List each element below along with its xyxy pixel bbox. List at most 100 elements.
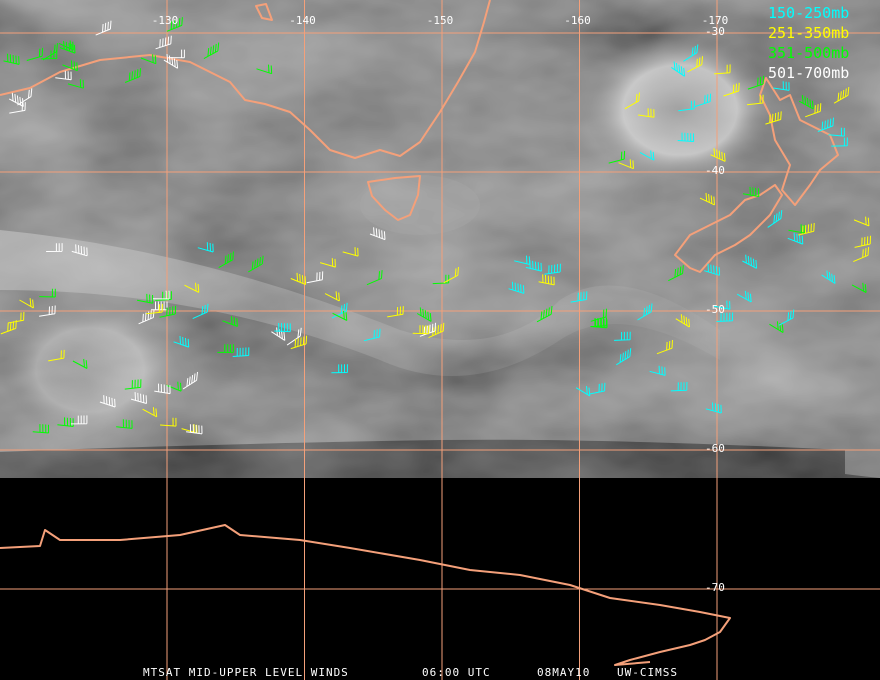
wind-barb [536, 305, 553, 323]
wind-barb [798, 95, 814, 110]
australia-coast [0, 0, 491, 159]
wind-barb [342, 247, 359, 257]
latitude-label: -30 [705, 25, 725, 38]
wind-barb [694, 93, 712, 108]
wind-barb [705, 402, 722, 414]
wind-barb [614, 331, 631, 341]
wind-barb [166, 17, 183, 32]
wind-barb [32, 424, 50, 434]
wind-barb [699, 192, 715, 206]
longitude-label: -140 [289, 14, 316, 27]
wind-barb [608, 150, 626, 164]
wind-barb [736, 290, 752, 303]
wind-barb [324, 291, 340, 302]
wind-barb [369, 227, 386, 241]
wind-barb [7, 311, 25, 324]
wind-barb [168, 49, 185, 59]
wind-barb [787, 232, 804, 245]
wind-barb [17, 88, 33, 106]
wind-barb [678, 100, 695, 112]
wind-barb [716, 312, 734, 322]
footer-text: 06:00 UTC [422, 666, 491, 679]
wind-barb [182, 371, 198, 390]
wind-barb [723, 82, 740, 97]
wind-barb [186, 424, 203, 435]
wind-barb [290, 335, 308, 350]
wind-barb [124, 379, 142, 390]
wind-barb [668, 265, 684, 282]
island-coast [255, 3, 273, 21]
wind-barb [3, 53, 20, 65]
wind-barb [152, 290, 170, 300]
wind-barb [851, 282, 867, 293]
wind-barb [746, 94, 764, 106]
wind-barb [618, 159, 634, 170]
wind-barb [773, 81, 790, 91]
wind-barb [173, 335, 190, 348]
wind-barb [146, 303, 163, 315]
wind-barb [590, 318, 608, 329]
wind-barb [525, 260, 542, 272]
wind-barb [70, 415, 88, 425]
wind-barb [203, 42, 220, 60]
wind-barb [184, 282, 200, 293]
wind-barb [59, 40, 76, 54]
wind-barb [765, 111, 782, 125]
wind-barb [160, 417, 177, 427]
wind-barb [57, 417, 74, 427]
wind-barb [508, 281, 525, 294]
wind-barb [62, 60, 78, 72]
wind-barb [767, 210, 783, 228]
antarctica-coast [0, 524, 731, 666]
wind-barb [217, 344, 234, 353]
wind-barb [677, 132, 695, 142]
wind-barb [331, 302, 348, 319]
wind-barb [9, 102, 26, 114]
wind-barb [538, 274, 555, 286]
wind-barb [155, 35, 172, 50]
wind-barb [828, 127, 845, 137]
wind-barb [714, 300, 731, 310]
wind-barb [387, 306, 404, 318]
wind-barb [290, 272, 307, 285]
legend-entry: 501-700mb [768, 64, 849, 82]
wind-barb [817, 117, 834, 132]
wind-barb [232, 347, 250, 357]
wind-barb [39, 305, 56, 317]
wind-barbs [0, 17, 871, 435]
wind-barb [710, 148, 726, 162]
wind-barb [137, 293, 154, 304]
wind-barb [675, 314, 690, 328]
wind-barb [639, 150, 655, 161]
wind-barb [670, 381, 688, 392]
wind-barb [366, 270, 383, 286]
wind-barb [181, 423, 198, 434]
wind-barb [616, 348, 632, 366]
wind-barb [26, 47, 44, 61]
wind-barb [798, 222, 815, 236]
wind-barb [99, 395, 116, 408]
wind-barb [8, 92, 24, 107]
latitude-label: -60 [705, 442, 725, 455]
wind-barb [649, 365, 666, 376]
tasmania-coast [367, 175, 421, 221]
wind-barb [332, 310, 348, 321]
wind-barb [155, 291, 172, 301]
longitude-label: -150 [427, 14, 454, 27]
wind-barb [130, 392, 147, 404]
wind-barb [248, 255, 264, 273]
latitude-label: -70 [705, 581, 725, 594]
wind-barb [55, 70, 72, 81]
wind-barb [197, 242, 214, 253]
footer-text: 08MAY10 [537, 666, 590, 679]
wind-barb [67, 79, 84, 89]
wind-barb [853, 216, 870, 227]
wind-barb [58, 40, 74, 51]
wind-barb [274, 322, 291, 333]
wind-barb [271, 327, 286, 341]
wind-barb [714, 64, 731, 75]
longitude-label: -130 [152, 14, 179, 27]
